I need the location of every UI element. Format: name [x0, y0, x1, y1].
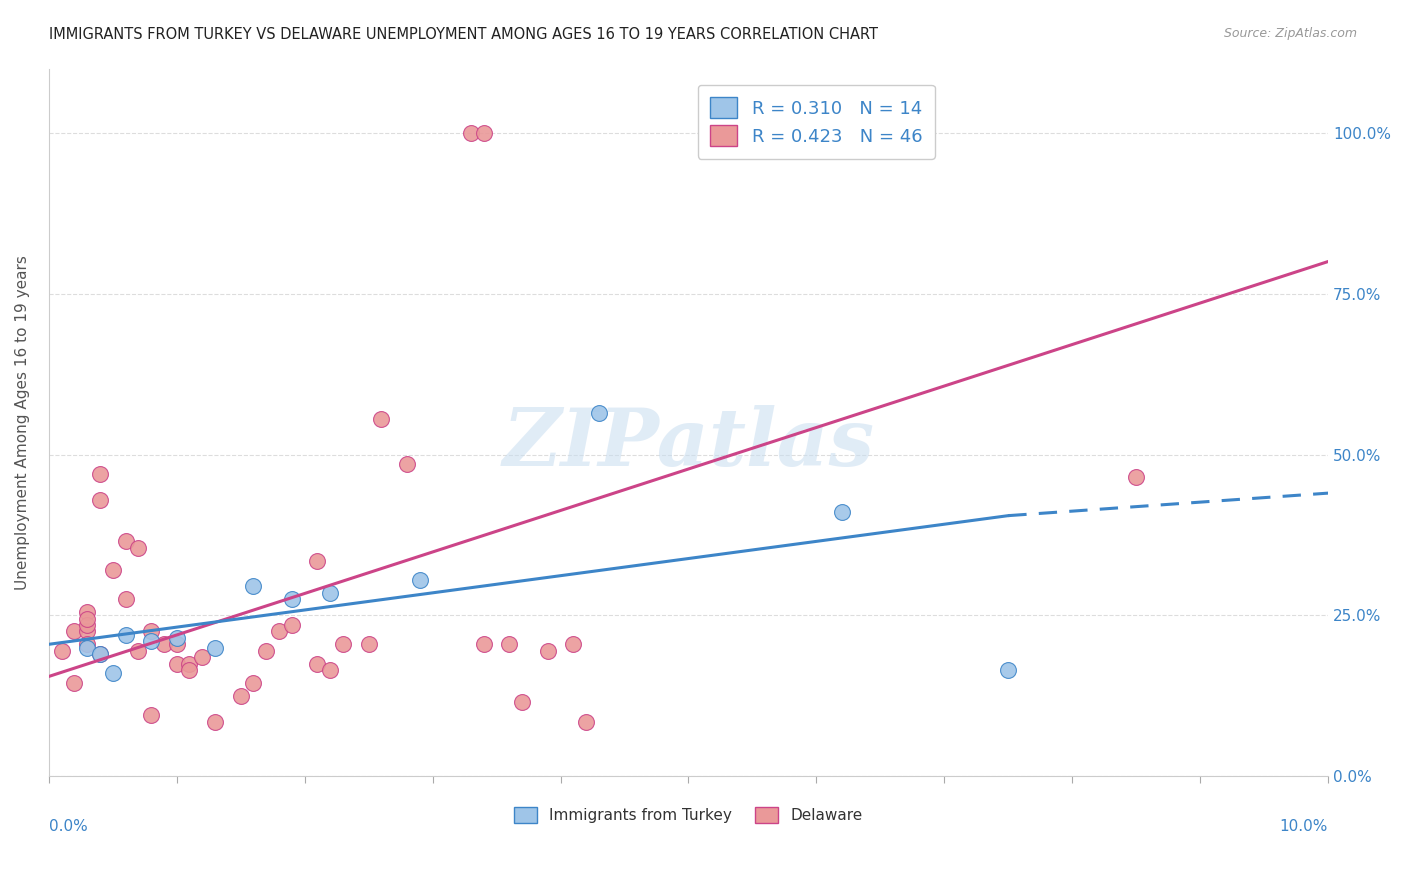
- Point: [114, 592, 136, 607]
- Point: [179, 663, 201, 677]
- Point: [831, 505, 853, 519]
- Point: [395, 457, 418, 471]
- Point: [242, 676, 264, 690]
- Point: [460, 126, 482, 140]
- Point: [101, 666, 124, 681]
- Point: [307, 554, 329, 568]
- Point: [319, 663, 342, 677]
- Point: [127, 541, 149, 555]
- Point: [409, 573, 432, 587]
- Point: [63, 624, 86, 639]
- Point: [319, 586, 342, 600]
- Point: [510, 695, 533, 709]
- Point: [254, 644, 277, 658]
- Point: [204, 714, 226, 729]
- Point: [332, 637, 354, 651]
- Point: [127, 644, 149, 658]
- Point: [51, 644, 73, 658]
- Point: [267, 624, 290, 639]
- Point: [472, 637, 495, 651]
- Point: [89, 467, 111, 481]
- Point: [63, 676, 86, 690]
- Point: [357, 637, 380, 651]
- Text: ZIPatlas: ZIPatlas: [502, 405, 875, 483]
- Point: [537, 644, 560, 658]
- Text: Source: ZipAtlas.com: Source: ZipAtlas.com: [1223, 27, 1357, 40]
- Text: 10.0%: 10.0%: [1279, 819, 1329, 834]
- Point: [89, 647, 111, 661]
- Point: [76, 624, 98, 639]
- Point: [370, 412, 392, 426]
- Point: [166, 657, 188, 671]
- Point: [1125, 470, 1147, 484]
- Point: [498, 637, 520, 651]
- Point: [997, 663, 1019, 677]
- Point: [76, 605, 98, 619]
- Point: [76, 637, 98, 651]
- Point: [242, 579, 264, 593]
- Point: [89, 647, 111, 661]
- Point: [76, 611, 98, 625]
- Text: 0.0%: 0.0%: [49, 819, 87, 834]
- Point: [139, 634, 162, 648]
- Point: [575, 714, 598, 729]
- Point: [89, 492, 111, 507]
- Point: [139, 624, 162, 639]
- Point: [101, 563, 124, 577]
- Point: [191, 650, 214, 665]
- Point: [76, 618, 98, 632]
- Point: [114, 627, 136, 641]
- Legend: Immigrants from Turkey, Delaware: Immigrants from Turkey, Delaware: [505, 798, 872, 832]
- Point: [588, 406, 610, 420]
- Point: [562, 637, 585, 651]
- Point: [166, 631, 188, 645]
- Point: [281, 618, 304, 632]
- Point: [139, 708, 162, 723]
- Point: [114, 534, 136, 549]
- Point: [153, 637, 176, 651]
- Y-axis label: Unemployment Among Ages 16 to 19 years: Unemployment Among Ages 16 to 19 years: [15, 255, 30, 590]
- Point: [281, 592, 304, 607]
- Point: [76, 640, 98, 655]
- Point: [179, 657, 201, 671]
- Text: IMMIGRANTS FROM TURKEY VS DELAWARE UNEMPLOYMENT AMONG AGES 16 TO 19 YEARS CORREL: IMMIGRANTS FROM TURKEY VS DELAWARE UNEMP…: [49, 27, 879, 42]
- Point: [229, 689, 252, 703]
- Point: [204, 640, 226, 655]
- Point: [472, 126, 495, 140]
- Point: [166, 637, 188, 651]
- Point: [307, 657, 329, 671]
